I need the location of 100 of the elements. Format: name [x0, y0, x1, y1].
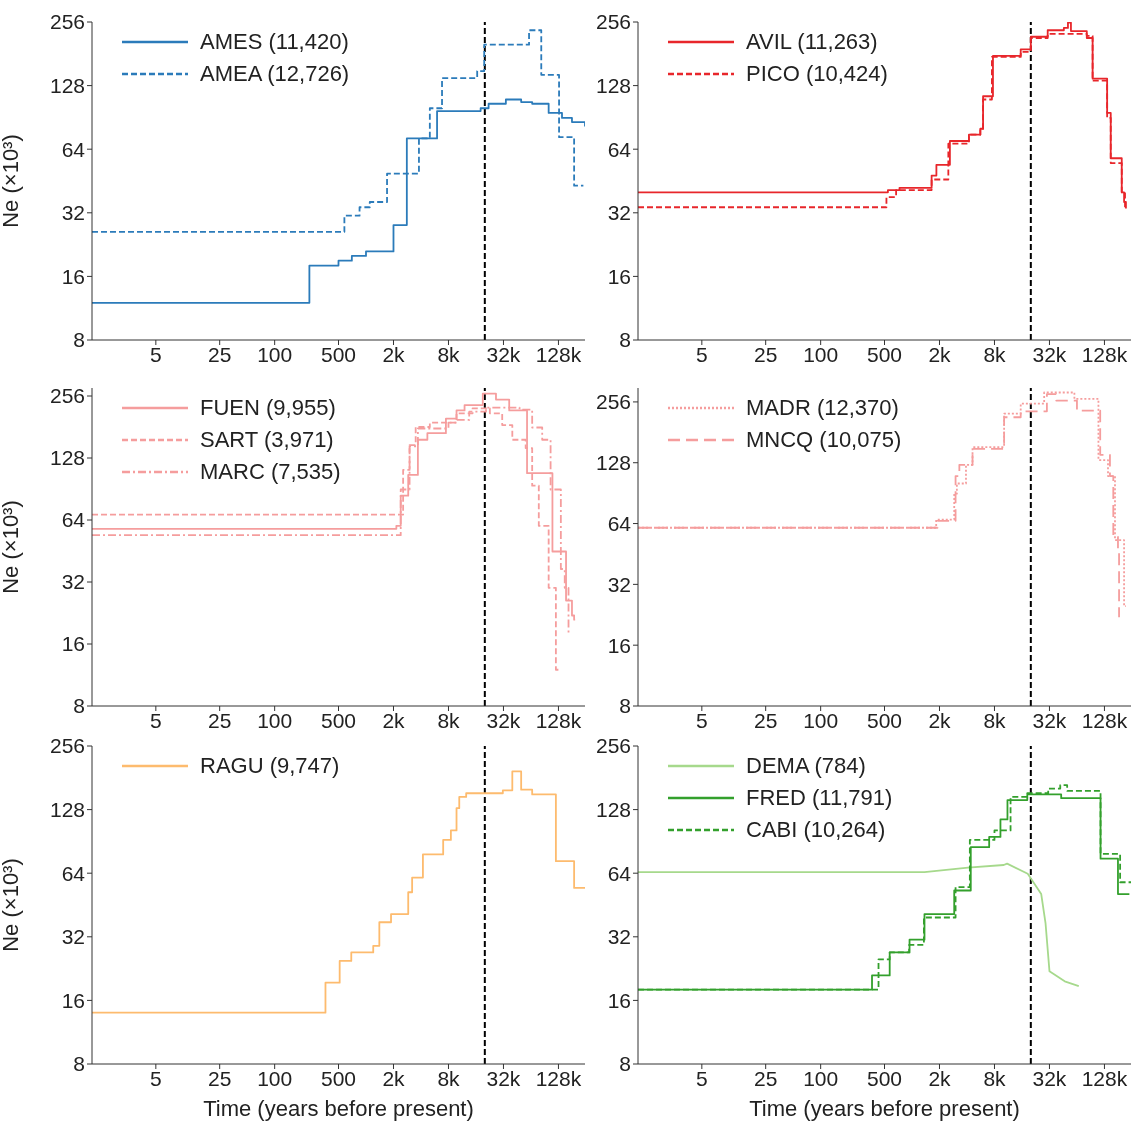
y-tick-label: 256: [49, 10, 85, 34]
x-tick-label: 8k: [437, 1066, 461, 1090]
y-tick-label: 256: [595, 734, 631, 758]
x-tick-label: 2k: [928, 708, 952, 732]
x-tick-label: 8k: [983, 708, 1007, 732]
x-tick-label: 128k: [1081, 708, 1128, 732]
legend-label: MARC (7,535): [200, 459, 341, 485]
y-tick-label: 128: [49, 446, 85, 470]
x-tick-label: 32k: [1032, 342, 1067, 366]
x-tick-label: 2k: [382, 342, 406, 366]
x-tick-label: 25: [754, 342, 778, 366]
y-axis-title: Ne (×10³): [0, 858, 23, 952]
legend-label: FRED (11,791): [746, 785, 893, 811]
x-tick-label: 8k: [437, 708, 461, 732]
legend-label: FUEN (9,955): [200, 395, 336, 421]
y-tick-label: 128: [595, 451, 631, 475]
x-tick-label: 32k: [486, 342, 521, 366]
y-tick-label: 32: [61, 570, 85, 594]
y-tick-label: 32: [607, 925, 631, 949]
y-tick-label: 8: [619, 1052, 631, 1076]
legend-label: DEMA (784): [746, 753, 866, 779]
legend-label: RAGU (9,747): [200, 753, 340, 779]
legend-label: MADR (12,370): [746, 395, 899, 421]
x-tick-label: 128k: [1081, 1066, 1128, 1090]
y-tick-label: 64: [607, 137, 632, 161]
y-tick-label: 8: [73, 328, 85, 352]
legend-label: PICO (10,424): [746, 61, 888, 87]
y-tick-label: 64: [61, 137, 86, 161]
y-tick-label: 32: [607, 201, 631, 225]
x-tick-label: 5: [149, 708, 162, 732]
y-tick-label: 16: [61, 632, 85, 656]
y-tick-label: 16: [607, 988, 631, 1012]
y-tick-label: 32: [61, 201, 85, 225]
x-axis-title: Time (years before present): [203, 1096, 474, 1121]
x-tick-label: 500: [866, 1066, 903, 1090]
x-tick-label: 100: [803, 342, 839, 366]
y-tick-label: 8: [73, 694, 85, 718]
y-tick-label: 128: [595, 74, 631, 98]
y-tick-label: 16: [61, 264, 85, 288]
legend-label: AMEA (12,726): [200, 61, 350, 87]
legend-label: CABI (10,264): [746, 817, 886, 843]
x-tick-label: 5: [695, 342, 708, 366]
x-tick-label: 128k: [535, 708, 582, 732]
x-tick-label: 2k: [928, 1066, 952, 1090]
x-tick-label: 500: [320, 1066, 357, 1090]
x-tick-label: 8k: [983, 342, 1007, 366]
x-tick-label: 25: [754, 1066, 778, 1090]
x-tick-label: 500: [320, 708, 357, 732]
x-tick-label: 32k: [486, 708, 521, 732]
x-tick-label: 8k: [437, 342, 461, 366]
x-tick-label: 25: [208, 708, 232, 732]
x-tick-label: 8k: [983, 1066, 1007, 1090]
x-tick-label: 32k: [486, 1066, 521, 1090]
y-tick-label: 256: [595, 10, 631, 34]
y-tick-label: 256: [49, 734, 85, 758]
y-tick-label: 128: [595, 798, 631, 822]
x-tick-label: 500: [320, 342, 357, 366]
y-axis-title: Ne (×10³): [0, 134, 23, 228]
x-tick-label: 100: [257, 1066, 293, 1090]
x-tick-label: 25: [208, 1066, 232, 1090]
x-tick-label: 5: [695, 1066, 708, 1090]
x-tick-label: 100: [257, 708, 293, 732]
y-axis-title: Ne (×10³): [0, 500, 23, 594]
x-tick-label: 100: [803, 1066, 839, 1090]
y-tick-label: 16: [607, 633, 631, 657]
y-tick-label: 256: [49, 384, 85, 408]
y-tick-label: 64: [607, 512, 632, 535]
x-tick-label: 25: [754, 708, 778, 732]
y-tick-label: 16: [607, 264, 631, 288]
x-tick-label: 128k: [535, 342, 582, 366]
legend-label: AMES (11,420): [200, 29, 349, 55]
y-tick-label: 8: [619, 328, 631, 352]
x-tick-label: 100: [257, 342, 293, 366]
x-tick-label: 500: [866, 342, 903, 366]
x-tick-label: 2k: [382, 1066, 406, 1090]
y-tick-label: 8: [619, 694, 631, 718]
y-tick-label: 64: [607, 861, 632, 885]
y-tick-label: 8: [73, 1052, 85, 1076]
x-tick-label: 5: [149, 342, 162, 366]
legend-label: SART (3,971): [200, 427, 334, 453]
x-tick-label: 32k: [1032, 708, 1067, 732]
x-tick-label: 128k: [535, 1066, 582, 1090]
legend-label: AVIL (11,263): [746, 29, 878, 55]
x-tick-label: 2k: [382, 708, 406, 732]
y-tick-label: 32: [61, 925, 85, 949]
y-tick-label: 16: [61, 988, 85, 1012]
x-tick-label: 32k: [1032, 1066, 1067, 1090]
x-tick-label: 25: [208, 342, 232, 366]
x-tick-label: 2k: [928, 342, 952, 366]
x-axis-title: Time (years before present): [749, 1096, 1020, 1121]
x-tick-label: 128k: [1081, 342, 1128, 366]
y-tick-label: 32: [607, 572, 631, 596]
y-tick-label: 128: [49, 798, 85, 822]
y-tick-label: 64: [61, 861, 86, 885]
x-tick-label: 5: [149, 1066, 162, 1090]
x-tick-label: 5: [695, 708, 708, 732]
y-tick-label: 128: [49, 74, 85, 98]
y-tick-label: 64: [61, 508, 86, 532]
x-tick-label: 500: [866, 708, 903, 732]
y-tick-label: 256: [595, 390, 631, 414]
